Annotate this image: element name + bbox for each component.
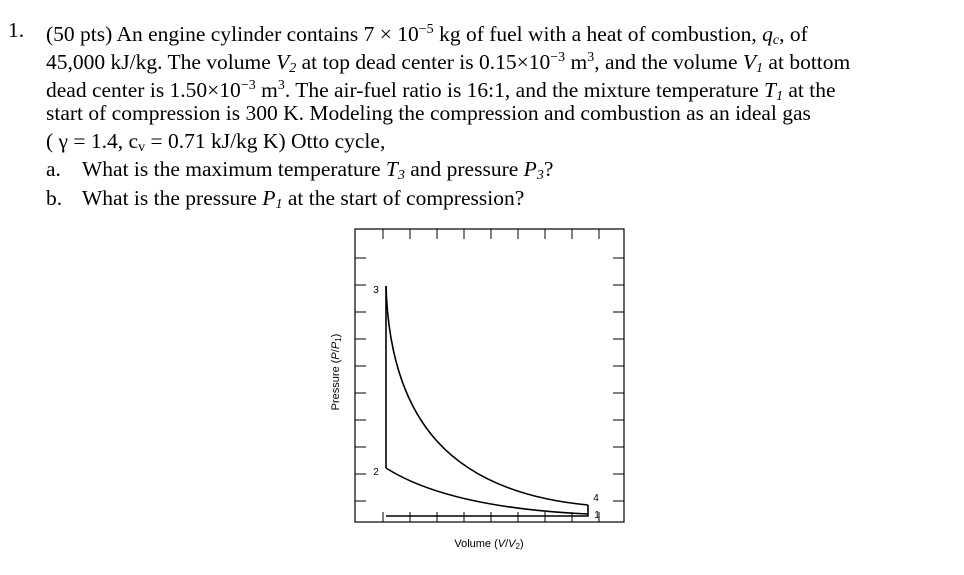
text: ( γ = 1.4, c [46, 129, 139, 153]
text: V [276, 50, 290, 74]
compression-curve [385, 467, 589, 515]
text: (50 pts) An engine cylinder contains 7 ×… [46, 22, 419, 46]
text-line: start of compression is 300 K. Modeling … [46, 100, 811, 126]
text: P [523, 157, 537, 181]
problem-number: 1. [8, 18, 25, 42]
text-line: 45,000 kJ/kg. The volume V2 at top dead … [46, 45, 850, 82]
text: and pressure [404, 157, 524, 181]
text-line: (50 pts) An engine cylinder contains 7 ×… [46, 17, 808, 54]
text: What is the maximum temperature [82, 157, 386, 181]
part-label: a. [46, 157, 61, 181]
ticks [355, 229, 624, 522]
point-label: 2 [373, 467, 379, 478]
text: 2 [289, 61, 297, 76]
text: −3 [550, 50, 566, 65]
frame [354, 228, 625, 523]
text: 1 [275, 197, 283, 212]
text: ? [543, 157, 554, 181]
text: 3 [536, 168, 544, 183]
text: dead center is 1.50×10 [46, 78, 241, 102]
text: at bottom [763, 50, 851, 74]
text: . The air-fuel ratio is 16:1, and the mi… [284, 78, 765, 102]
point-label: 3 [373, 285, 379, 296]
text: v [138, 140, 146, 155]
text: T [385, 157, 398, 181]
text: −5 [418, 22, 434, 37]
text: What is the pressure [82, 186, 263, 210]
text: V [742, 50, 757, 74]
text: q [762, 22, 773, 46]
text: m [565, 50, 588, 74]
text-line: What is the pressure P1 at the start of … [82, 185, 524, 218]
text: P [262, 186, 276, 210]
text: 1 [756, 61, 764, 76]
text-line: dead center is 1.50×10−3 m3. The air-fue… [46, 73, 836, 110]
text: c [772, 33, 780, 48]
text: at the [782, 78, 836, 102]
text: 1 [775, 89, 783, 104]
text: = 0.71 kJ/kg K) Otto cycle, [145, 129, 386, 153]
y-axis-label: Pressure (P/P1) [330, 334, 343, 411]
text-line: What is the maximum temperature T3 and p… [82, 156, 553, 189]
x-axis-label: Volume (V/V2) [454, 538, 523, 551]
text: 3 [277, 78, 285, 93]
text: 3 [397, 168, 405, 183]
point-label: 4 [593, 493, 599, 504]
text: 3 [587, 50, 595, 65]
text: m [255, 78, 278, 102]
text: at the start of compression? [282, 186, 525, 210]
text-line: ( γ = 1.4, cv = 0.71 kJ/kg K) Otto cycle… [46, 128, 385, 161]
text: , and the volume [594, 50, 743, 74]
text: T [764, 78, 776, 102]
text: kg of fuel with a heat of combustion, [433, 22, 763, 46]
text: 45,000 kJ/kg. The volume [46, 50, 277, 74]
part-label: b. [46, 186, 63, 210]
text: , of [779, 22, 808, 46]
text: −3 [240, 78, 256, 93]
exhaust-intake-line [386, 505, 589, 517]
expansion-curve [385, 285, 589, 506]
point-label: 1 [594, 510, 600, 521]
text: at top dead center is 0.15×10 [296, 50, 551, 74]
text: start of compression is 300 K. Modeling … [46, 101, 811, 125]
